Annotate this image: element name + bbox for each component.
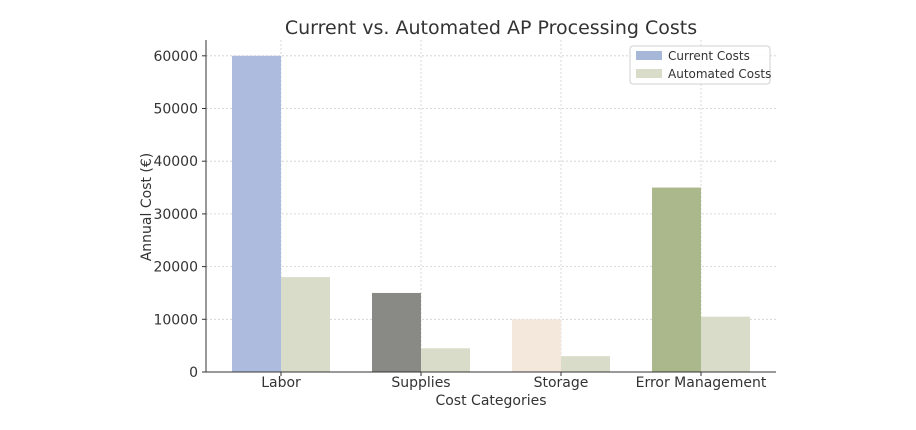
legend-label: Automated Costs — [668, 67, 771, 81]
y-tick-label: 0 — [189, 365, 198, 381]
tick-labels: 0 10000 20000 30000 40000 50000 60000 Labor Supp… — [153, 49, 766, 391]
y-tick-label: 50000 — [153, 102, 198, 118]
bars — [232, 55, 750, 373]
current-cost-bar-labor — [232, 55, 281, 373]
x-tick-label: Labor — [261, 375, 301, 391]
x-tick-label: Error Management — [636, 375, 767, 391]
automated-cost-bar-labor — [281, 277, 330, 372]
legend-swatch — [636, 69, 662, 78]
y-tick-label: 40000 — [153, 154, 198, 170]
automated-cost-bar-supplies — [421, 348, 470, 372]
legend-swatch — [636, 51, 662, 60]
y-tick-label: 60000 — [153, 49, 198, 65]
x-tick-label: Storage — [534, 375, 589, 391]
current-cost-bar-error-management — [652, 187, 701, 372]
automated-cost-bar-error-management — [701, 316, 750, 372]
y-tick-label: 10000 — [153, 312, 198, 328]
current-cost-bar-supplies — [372, 292, 421, 372]
y-axis-label: Annual Cost (€) — [139, 153, 155, 262]
y-tick-label: 20000 — [153, 260, 198, 276]
automated-cost-bar-storage — [561, 356, 610, 372]
legend-label: Current Costs — [668, 49, 750, 63]
current-cost-bar-storage — [512, 319, 561, 372]
y-tick-label: 30000 — [153, 207, 198, 223]
legend: Current Costs Automated Costs — [629, 45, 771, 85]
axes — [202, 40, 776, 376]
x-axis-label: Cost Categories — [435, 393, 546, 409]
chart-title: Current vs. Automated AP Processing Cost… — [285, 17, 697, 39]
x-tick-label: Supplies — [391, 375, 450, 391]
legend-box — [629, 45, 771, 85]
